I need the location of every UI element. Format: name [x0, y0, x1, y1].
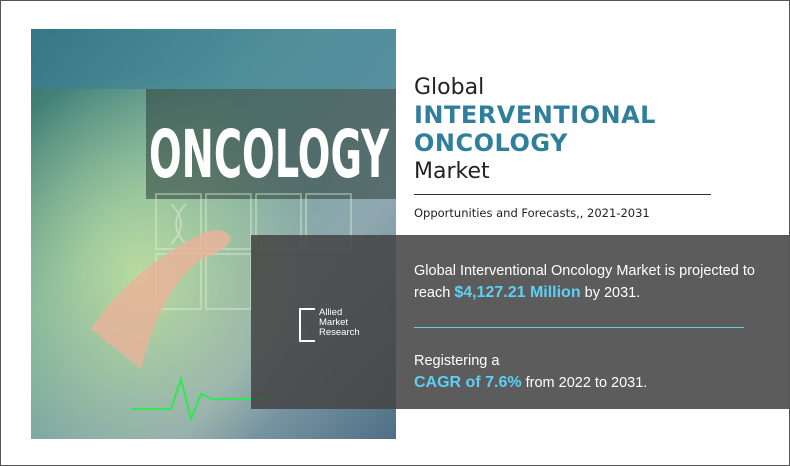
- divider: [414, 327, 744, 328]
- stat-text: from 2022 to 2031.: [525, 375, 648, 391]
- stat-highlight: $4,127.21 Million: [454, 284, 581, 301]
- stat-text: Global Interventional Oncology Market is…: [414, 263, 755, 301]
- stat-highlight: CAGR of 7.6%: [414, 374, 522, 391]
- image-word: ONCOLOGY: [149, 116, 390, 193]
- logo-text: Research: [319, 327, 360, 338]
- logo: Allied Market Research: [299, 307, 360, 342]
- title-line: Global: [414, 75, 485, 100]
- divider: [414, 194, 711, 195]
- logo-text: Market: [319, 317, 349, 328]
- stats-panel: Allied Market Research Global Interventi…: [251, 235, 789, 409]
- stat-text: Registering a: [414, 353, 500, 369]
- title-line: ONCOLOGY: [414, 129, 568, 157]
- hero-image: ONCOLOGY: [31, 29, 396, 439]
- stat: Registering a CAGR of 7.6% from 2022 to …: [414, 351, 774, 394]
- subtitle: Opportunities and Forecasts,, 2021-2031: [414, 206, 650, 220]
- stat-text: by 2031.: [584, 285, 641, 301]
- logo-text: Allied: [319, 307, 343, 318]
- stat: Global Interventional Oncology Market is…: [414, 261, 774, 304]
- title-line: Market: [414, 159, 490, 184]
- logo-icon: [299, 308, 315, 342]
- title-line: INTERVENTIONAL: [414, 101, 656, 129]
